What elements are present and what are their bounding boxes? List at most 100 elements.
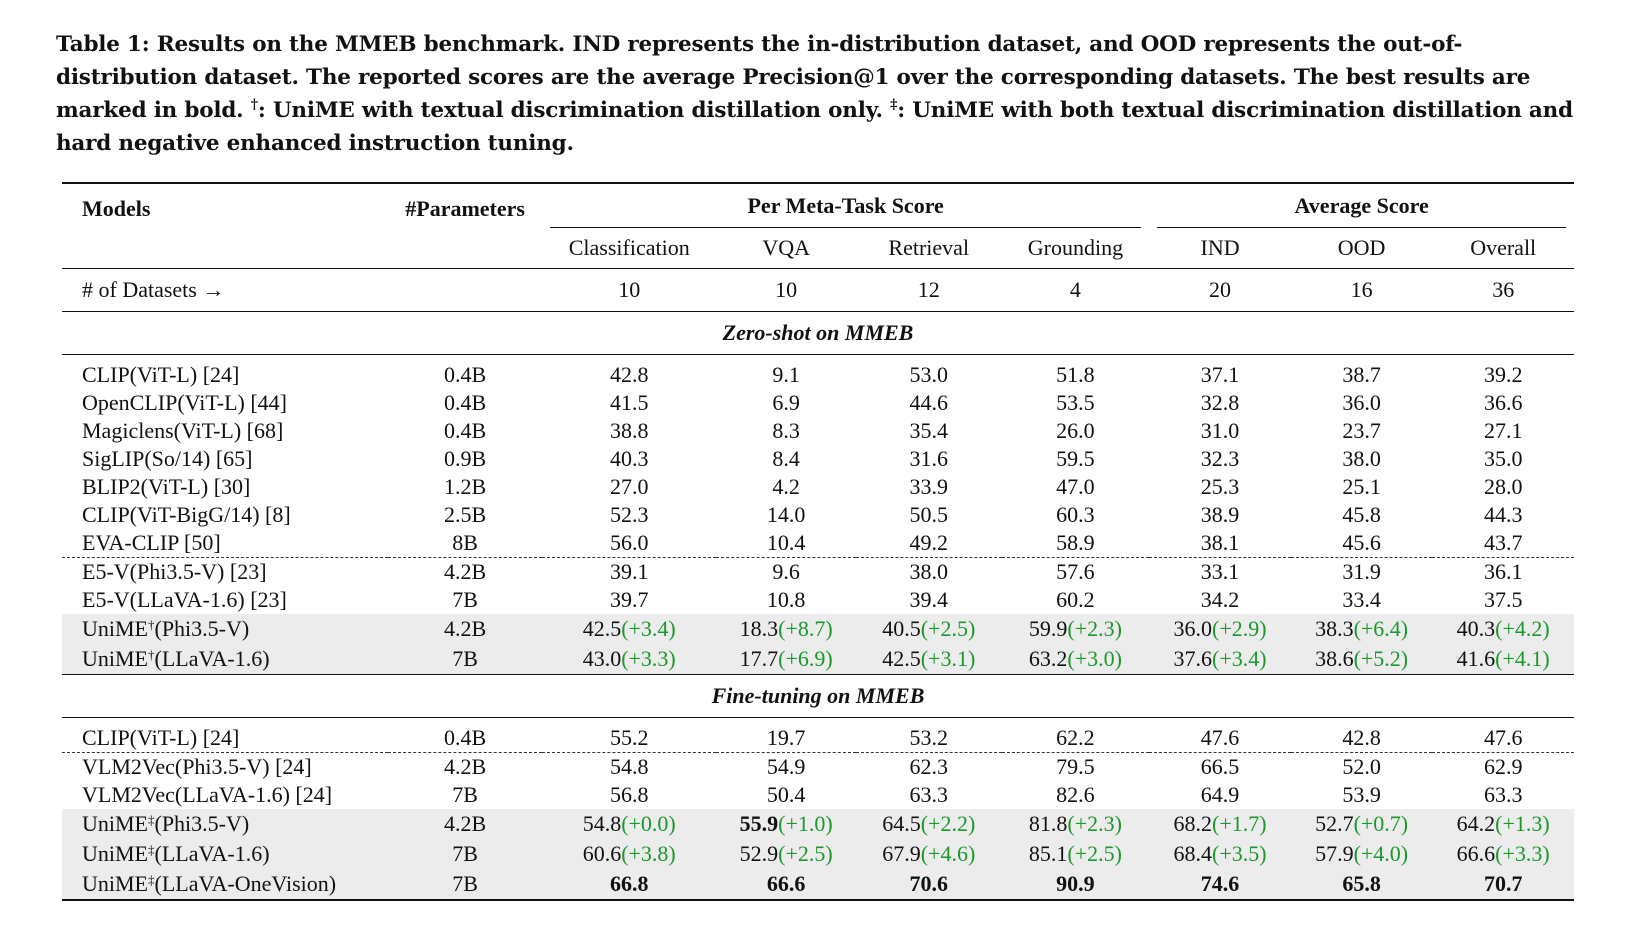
score-value: 49.2 (909, 530, 949, 555)
score-delta: (+2.5) (1067, 841, 1122, 866)
score-delta: (+1.7) (1212, 811, 1267, 836)
double-dagger-symbol: ‡ (890, 97, 898, 113)
score-value: 38.0 (1342, 446, 1381, 471)
score-value: 28.0 (1483, 474, 1523, 499)
score-delta: (+4.0) (1353, 841, 1409, 866)
table-row: SigLIP(So/14) [65] 0.9B 40.3 8.4 31.6 59.5 32.… (62, 445, 1574, 473)
caption-text: IND represents the in-distribution datas… (56, 32, 1531, 123)
score-cell: 42.5(+3.4) (542, 614, 717, 644)
score-value: 47.6 (1483, 725, 1523, 750)
score-value: 39.4 (909, 587, 949, 612)
score-cell: 10.8 (716, 586, 856, 614)
score-cell: 36.0 (1291, 389, 1433, 417)
score-value: 70.6 (909, 871, 949, 896)
score-cell: 19.7 (716, 718, 856, 753)
score-cell: 79.5 (1002, 753, 1150, 782)
score-cell: 47.0 (1002, 473, 1150, 501)
model-variant-mark: ‡ (148, 812, 155, 827)
score-value: 39.2 (1483, 362, 1523, 387)
model-name-text: UniME (82, 616, 148, 641)
model-name-text: UniME (82, 646, 148, 671)
score-cell: 10.4 (716, 529, 856, 558)
section-title: Fine-tuning on MMEB (711, 683, 925, 708)
score-cell: 9.1 (716, 355, 856, 390)
param-count: 7B (388, 644, 543, 675)
score-value: 52.9 (739, 841, 779, 866)
score-cell: 35.4 (856, 417, 1002, 445)
score-value: 38.3 (1315, 616, 1354, 641)
score-value: 43.0 (582, 646, 622, 671)
score-value: 55.2 (609, 725, 649, 750)
score-value: 32.3 (1200, 446, 1240, 471)
model-name-text: OpenCLIP(ViT-L) [44] (82, 390, 287, 415)
score-cell: 45.8 (1291, 501, 1433, 529)
score-cell: 6.9 (716, 389, 856, 417)
caption-label: Table 1: Results on the MMEB benchmark. (56, 32, 566, 57)
score-cell: 66.6(+3.3) (1432, 839, 1574, 869)
score-value: 42.5 (582, 616, 622, 641)
score-cell: 57.9(+4.0) (1290, 839, 1433, 869)
header-ind: IND (1200, 235, 1240, 260)
score-value: 52.7 (1315, 811, 1354, 836)
score-cell: 8.3 (716, 417, 856, 445)
score-delta: (+0.0) (621, 811, 676, 836)
score-value: 31.9 (1342, 559, 1381, 584)
score-value: 10.4 (766, 530, 806, 555)
dataset-count-label: # of Datasets → (82, 277, 225, 302)
score-cell: 37.1 (1149, 355, 1291, 390)
score-cell: 36.1 (1432, 558, 1574, 587)
score-value: 64.9 (1200, 782, 1240, 807)
model-name: UniME‡(Phi3.5-V) (62, 809, 389, 839)
model-name-text: E5-V(LLaVA-1.6) [23] (82, 587, 287, 612)
score-cell: 33.1 (1149, 558, 1291, 587)
model-name-text: VLM2Vec(LLaVA-1.6) [24] (82, 782, 333, 807)
model-name: UniME‡(LLaVA-OneVision) (62, 869, 389, 900)
score-cell: 66.5 (1149, 753, 1291, 782)
section-header-row: Zero-shot on MMEB (62, 312, 1574, 355)
score-cell: 42.8 (1291, 718, 1433, 753)
score-cell: 54.8(+0.0) (542, 809, 717, 839)
score-value: 66.5 (1200, 754, 1240, 779)
score-cell: 62.3 (856, 753, 1002, 782)
score-cell: 37.5 (1432, 586, 1574, 614)
score-value: 66.6 (1456, 841, 1496, 866)
table-row: OpenCLIP(ViT-L) [44] 0.4B 41.5 6.9 44.6 53.5 3… (62, 389, 1574, 417)
score-cell: 38.0 (856, 558, 1002, 587)
header-group-average: Average Score (1149, 183, 1574, 228)
model-name-text: Magiclens(ViT-L) [68] (82, 418, 284, 443)
score-cell: 8.4 (716, 445, 856, 473)
score-cell: 23.7 (1291, 417, 1433, 445)
model-name-text: UniME (82, 811, 148, 836)
score-value: 26.0 (1056, 418, 1095, 443)
score-delta: (+2.2) (920, 811, 976, 836)
header-vqa: VQA (762, 235, 810, 260)
model-name-text: BLIP2(ViT-L) [30] (82, 474, 251, 499)
score-cell: 54.8 (542, 753, 716, 782)
score-delta: (+8.7) (778, 616, 833, 641)
score-value: 44.3 (1483, 502, 1523, 527)
score-cell: 66.6 (716, 869, 856, 900)
score-value: 40.5 (882, 616, 921, 641)
header-params: #Parameters (405, 196, 525, 221)
model-name: CLIP(ViT-L) [24] (62, 355, 388, 390)
score-cell: 31.6 (856, 445, 1002, 473)
score-value: 36.1 (1483, 559, 1523, 584)
score-delta: (+3.4) (1212, 646, 1267, 671)
model-name: E5-V(LLaVA-1.6) [23] (62, 586, 388, 614)
score-value: 38.0 (909, 559, 949, 584)
score-cell: 35.0 (1432, 445, 1574, 473)
score-value: 53.2 (909, 725, 949, 750)
score-value: 63.2 (1028, 646, 1068, 671)
score-cell: 85.1(+2.5) (1001, 839, 1150, 869)
score-value: 59.5 (1056, 446, 1095, 471)
model-name: CLIP(ViT-BigG/14) [8] (62, 501, 388, 529)
score-value: 19.7 (766, 725, 806, 750)
score-cell: 52.7(+0.7) (1290, 809, 1433, 839)
score-cell: 44.3 (1432, 501, 1574, 529)
score-value: 25.1 (1342, 474, 1381, 499)
model-backbone: (LLaVA-OneVision) (154, 871, 337, 896)
score-cell: 68.4(+3.5) (1149, 839, 1291, 869)
score-cell: 27.0 (542, 473, 716, 501)
table-row: E5-V(Phi3.5-V) [23] 4.2B 39.1 9.6 38.0 57.6 33… (62, 557, 1574, 587)
score-cell: 64.2(+1.3) (1432, 809, 1574, 839)
